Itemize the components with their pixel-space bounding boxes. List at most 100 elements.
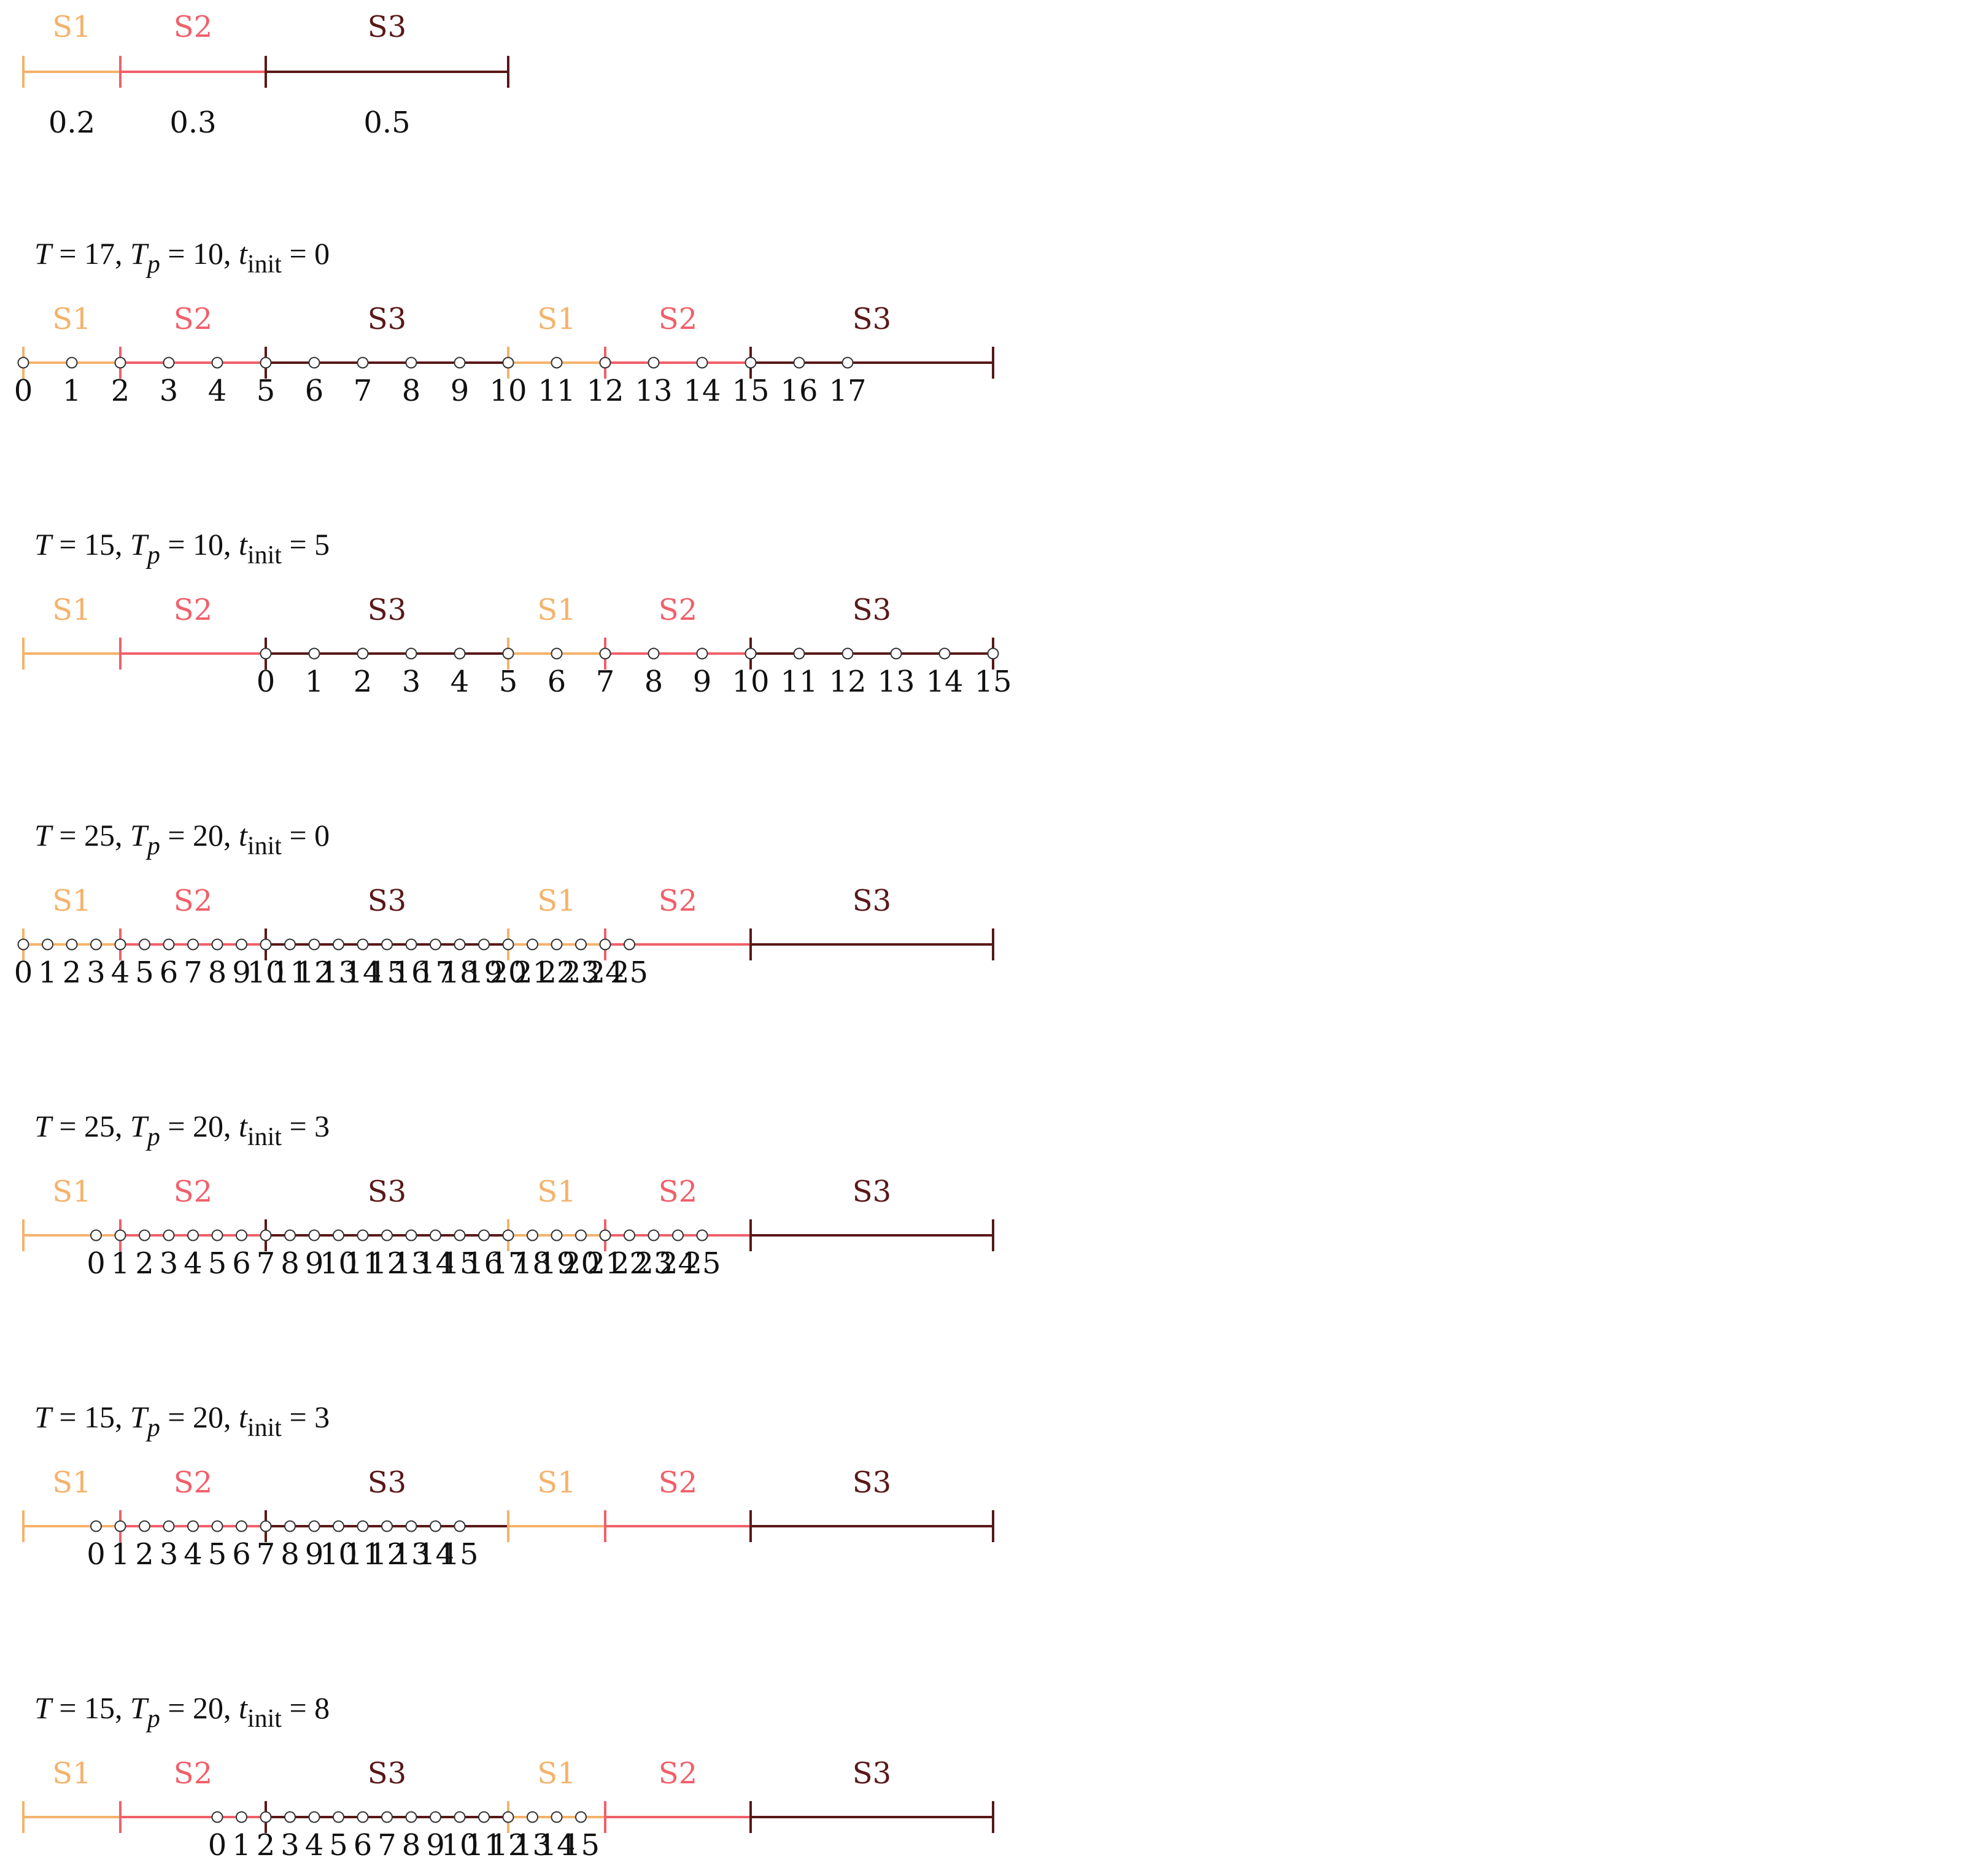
row1-point-label-1: 1 — [63, 374, 82, 408]
row1-point-label-11: 11 — [538, 374, 575, 408]
row6-point-label-3: 3 — [280, 1828, 300, 1862]
row5-point-label-1: 1 — [111, 1537, 130, 1572]
row4-point-label-7: 7 — [257, 1246, 276, 1281]
row1-point-label-8: 8 — [402, 374, 421, 408]
row6-point-11 — [478, 1811, 490, 1823]
row1-point-1 — [66, 357, 78, 369]
row2-point-6 — [551, 647, 563, 660]
row5-point-label-13: 13 — [392, 1537, 430, 1572]
caption-value: 10 — [193, 527, 223, 562]
row3-point-label-21: 21 — [514, 955, 551, 990]
row6-point-label-14: 14 — [538, 1828, 575, 1862]
row5-point-8 — [284, 1520, 296, 1532]
row4-point-label-24: 24 — [659, 1246, 697, 1281]
row3-point-4 — [114, 938, 126, 951]
row4-point-label-0: 0 — [87, 1246, 106, 1281]
row3-point-2 — [66, 938, 78, 951]
row5-point-label-4: 4 — [184, 1537, 203, 1572]
row6-point-label-6: 6 — [354, 1828, 373, 1862]
row2-point-label-6: 6 — [547, 665, 567, 699]
legend-proportion-s3: 0.5 — [363, 106, 410, 140]
row5-point-7 — [260, 1520, 272, 1532]
row3-point-label-6: 6 — [160, 955, 179, 990]
row5-point-11 — [357, 1520, 369, 1532]
caption-value: 15 — [84, 1691, 115, 1725]
row1-point-12 — [599, 357, 611, 369]
row2-label-s3: S3 — [853, 593, 891, 627]
row3-point-19 — [478, 938, 490, 951]
caption-value: 8 — [314, 1691, 330, 1725]
row4-point-label-3: 3 — [160, 1246, 179, 1281]
row3-point-label-19: 19 — [465, 955, 503, 990]
row4-point-label-21: 21 — [586, 1246, 624, 1281]
row3-label-s3: S3 — [368, 884, 406, 918]
row6-label-s3: S3 — [853, 1756, 891, 1791]
caption-value: 20 — [193, 1109, 223, 1143]
row6-caption: T = 15, Tp = 20, tinit = 8 — [34, 1691, 330, 1733]
row2-point-label-5: 5 — [499, 665, 518, 699]
row3-point-10 — [260, 938, 272, 951]
row2-point-0 — [260, 647, 272, 660]
row1-point-label-9: 9 — [451, 374, 470, 408]
legend-proportion-s1: 0.2 — [48, 106, 95, 140]
row1-point-label-4: 4 — [208, 374, 227, 408]
row5-point-2 — [139, 1520, 150, 1532]
row2-point-label-4: 4 — [451, 665, 470, 699]
caption-value: 20 — [193, 818, 223, 852]
row1-point-8 — [405, 357, 417, 369]
row1-label-s3: S3 — [853, 302, 891, 336]
row4-caption: T = 25, Tp = 20, tinit = 3 — [34, 1109, 330, 1151]
row6-label-s2: S2 — [659, 1756, 697, 1791]
row3-point-label-14: 14 — [344, 955, 381, 990]
caption-value: 15 — [84, 1400, 115, 1434]
row5-label-s3: S3 — [853, 1465, 891, 1500]
row4-point-label-20: 20 — [562, 1246, 600, 1281]
row4-point-14 — [430, 1229, 441, 1241]
row3-point-label-25: 25 — [611, 955, 648, 990]
legend-label-s3: S3 — [368, 10, 406, 44]
row1-point-label-10: 10 — [489, 374, 527, 408]
row4-point-label-4: 4 — [184, 1246, 203, 1281]
row5-point-label-7: 7 — [257, 1537, 276, 1572]
row6-point-10 — [454, 1811, 466, 1823]
row1-point-4 — [211, 357, 223, 369]
caption-value: 3 — [314, 1109, 330, 1143]
row5-label-s3: S3 — [368, 1465, 406, 1500]
row3-point-17 — [430, 938, 441, 951]
row1-point-3 — [163, 357, 175, 369]
row6-point-8 — [405, 1811, 417, 1823]
row5-point-9 — [308, 1520, 320, 1532]
row3-point-label-4: 4 — [111, 955, 130, 990]
row4-point-17 — [502, 1229, 514, 1241]
row3-label-s3: S3 — [853, 884, 891, 918]
row4-point-3 — [163, 1229, 175, 1241]
row5-point-14 — [430, 1520, 441, 1532]
row1-point-label-12: 12 — [586, 374, 624, 408]
row5-point-label-5: 5 — [208, 1537, 227, 1572]
row5-point-label-12: 12 — [368, 1537, 406, 1572]
row6-point-4 — [308, 1811, 320, 1823]
row4-point-label-25: 25 — [683, 1246, 721, 1281]
row1-label-s1: S1 — [537, 302, 576, 336]
row5-point-4 — [187, 1520, 199, 1532]
row4-point-16 — [478, 1229, 490, 1241]
row1-caption: T = 17, Tp = 10, tinit = 0 — [34, 236, 330, 279]
row4-point-7 — [260, 1229, 272, 1241]
row5-label-s2: S2 — [659, 1465, 697, 1500]
row2-point-8 — [648, 647, 660, 660]
row4-point-23 — [648, 1229, 660, 1241]
row2-point-10 — [745, 647, 757, 660]
row1-point-label-2: 2 — [111, 374, 130, 408]
row2-label-s1: S1 — [52, 593, 91, 627]
row4-point-24 — [672, 1229, 684, 1241]
row5-point-label-3: 3 — [160, 1537, 179, 1572]
row5-point-label-10: 10 — [320, 1537, 357, 1572]
row4-point-label-15: 15 — [441, 1246, 478, 1281]
row5-label-s1: S1 — [52, 1465, 91, 1500]
row4-point-18 — [527, 1229, 538, 1241]
row3-point-9 — [236, 938, 247, 951]
row3-point-label-9: 9 — [232, 955, 251, 990]
row2-point-label-3: 3 — [402, 665, 421, 699]
row1-point-11 — [551, 357, 563, 369]
